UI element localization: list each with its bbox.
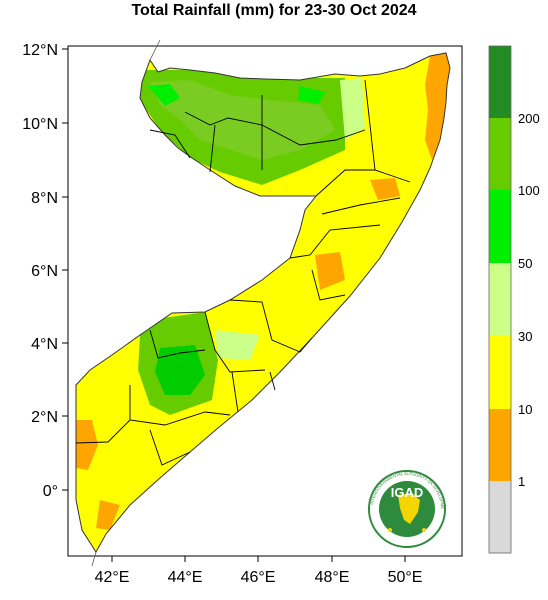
x-tick-50e: 50°E [388,569,423,586]
rain-1-10-central [315,252,345,290]
colorbar-swatch-0-1 [489,481,511,553]
colorbar-swatch-200plus [489,46,511,118]
colorbar [488,45,512,554]
wreath-icon-right [422,528,426,532]
rain-1-10-east [370,178,400,200]
y-tick-8n: 8°N [31,190,58,207]
x-tick-46e: 46°E [241,569,276,586]
colorbar-frame [488,45,512,554]
y-tick-6n: 6°N [31,263,58,280]
colorbar-swatch-50-100 [489,190,511,263]
colorbar-label-10: 10 [518,402,532,417]
x-tick-44e: 44°E [168,569,203,586]
border-djibouti [149,39,161,61]
y-tick-12n: 12°N [22,42,58,59]
y-tick-0: 0° [43,483,58,500]
y-tick-2n: 2°N [31,409,58,426]
rain-1-10-south [96,500,120,530]
plot-frame [67,45,463,557]
country-outline [75,52,451,553]
colorbar-label-200: 200 [518,111,540,126]
map-title: Total Rainfall (mm) for 23-30 Oct 2024 [131,2,417,19]
y-tick-4n: 4°N [31,336,58,353]
rain-50-100-patch-1 [148,84,180,106]
africa-map-icon [398,493,420,524]
rain-1-10-west [76,420,98,470]
x-tick-42e: 42°E [95,569,130,586]
colorbar-swatch-1-10 [489,409,511,481]
colorbar-label-100: 100 [518,183,540,198]
rain-50-100-patch-2 [298,86,325,104]
colorbar-swatch-30-50 [489,263,511,336]
rain-1-10-ne-coast [425,53,450,160]
rain-light-south [215,330,260,360]
colorbar-swatch-10-30 [489,336,511,409]
axis-ticks [62,48,406,562]
igad-logo-text: IGAD [391,485,424,500]
colorbar-label-30: 30 [518,329,532,344]
rain-mid-north [150,80,335,160]
y-tick-10n: 10°N [22,116,58,133]
border-kenya-coast [91,551,97,567]
colorbar-swatch-100-200 [489,118,511,190]
rain-light-ne [340,78,365,140]
rain-50-100-sw [155,345,205,395]
colorbar-label-1: 1 [518,474,525,489]
region-borders [75,79,411,466]
colorbar-label-50: 50 [518,256,532,271]
wreath-icon-left [388,528,392,532]
x-tick-48e: 48°E [315,569,350,586]
